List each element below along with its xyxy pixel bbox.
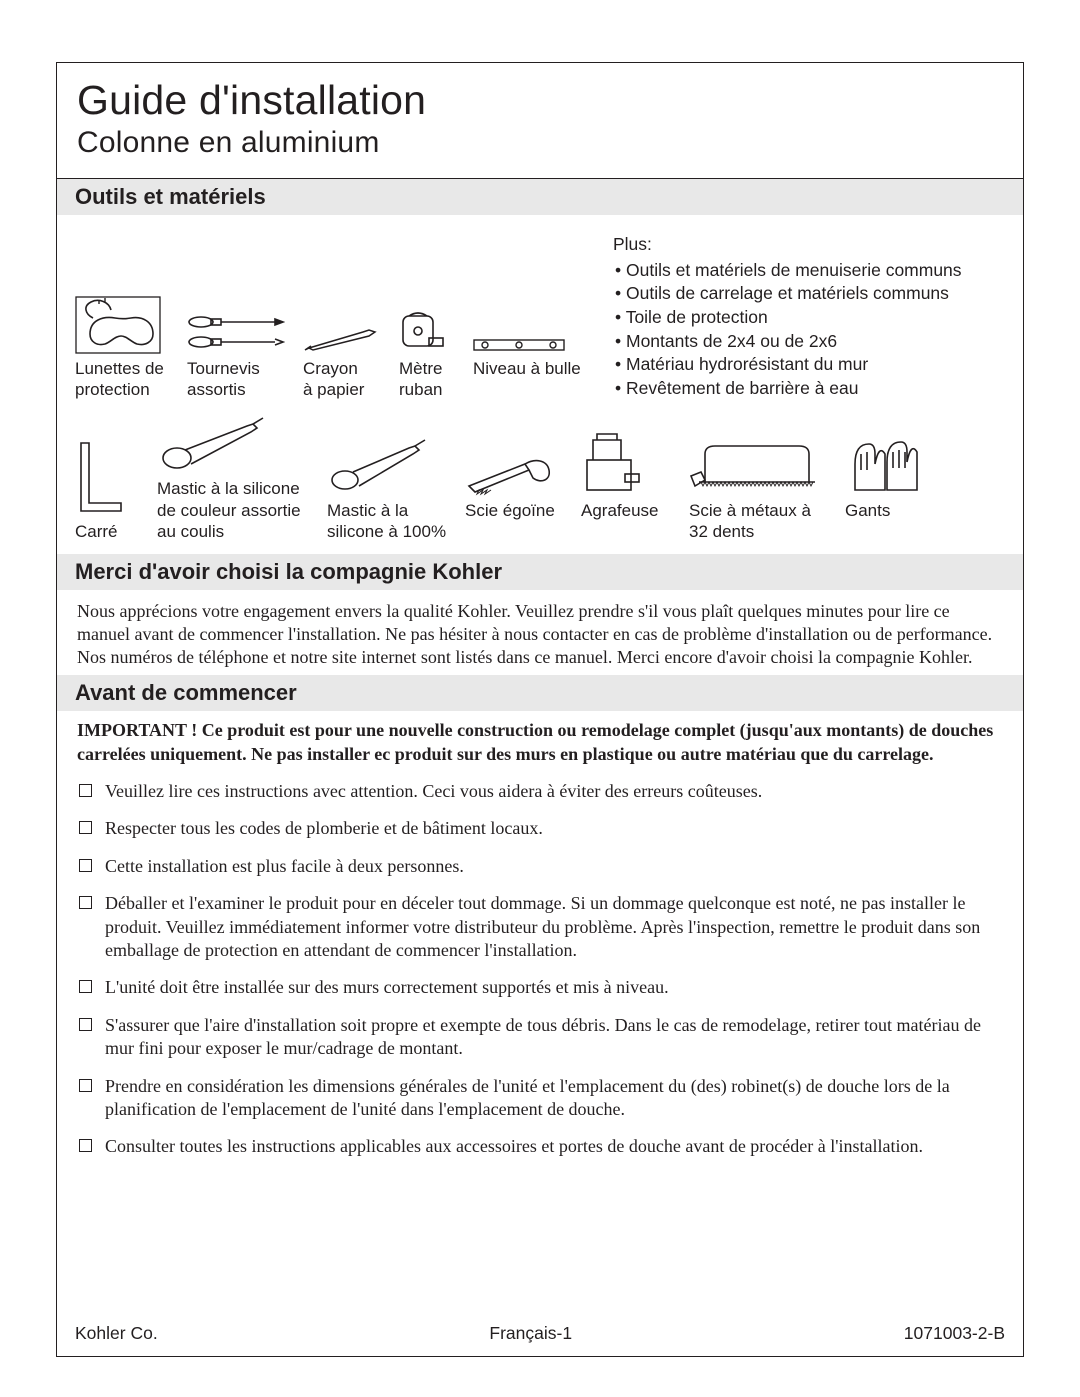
- level-icon: [473, 336, 565, 354]
- checklist-item: Respecter tous les codes de plomberie et…: [77, 817, 1003, 840]
- stapler-icon: [581, 430, 645, 496]
- plus-item: Revêtement de barrière à eau: [615, 377, 1005, 401]
- title-block: Guide d'installation Colonne en aluminiu…: [57, 63, 1023, 179]
- handsaw-icon: [465, 452, 555, 496]
- tool-gloves: Gants: [845, 434, 935, 543]
- label: à papier: [303, 380, 364, 399]
- section-before-header: Avant de commencer: [57, 675, 1023, 711]
- tool-goggles: Lunettes de protection: [75, 296, 175, 401]
- thanks-body: Nous apprécions votre engagement envers …: [57, 590, 1023, 675]
- plus-item: Outils de carrelage et matériels communs: [615, 282, 1005, 306]
- checklist-item: Déballer et l'examiner le produit pour e…: [77, 892, 1003, 962]
- label: Scie à métaux à: [689, 501, 811, 520]
- label: au coulis: [157, 522, 224, 541]
- tool-caulk-100: Mastic à la silicone à 100%: [327, 436, 453, 543]
- checklist-item: Prendre en considération les dimensions …: [77, 1075, 1003, 1122]
- tool-caulk-color: Mastic à la silicone de couleur assortie a…: [157, 414, 315, 542]
- tool-hacksaw: Scie à métaux à 32 dents: [689, 440, 833, 543]
- tool-level: Niveau à bulle: [473, 336, 593, 401]
- checklist-item: Consulter toutes les instructions applic…: [77, 1135, 1003, 1158]
- plus-item: Toile de protection: [615, 306, 1005, 330]
- checklist-item: Veuillez lire ces instructions avec atte…: [77, 780, 1003, 803]
- hacksaw-icon: [689, 440, 819, 496]
- caulk-icon: [327, 436, 427, 496]
- label: Niveau à bulle: [473, 359, 581, 378]
- label: Carré: [75, 522, 118, 541]
- plus-list: Plus: Outils et matériels de menuiserie …: [605, 233, 1005, 400]
- gloves-icon: [845, 434, 925, 496]
- title-sub: Colonne en aluminium: [77, 126, 1003, 160]
- plus-item: Matériau hydrorésistant du mur: [615, 353, 1005, 377]
- label: Scie égoïne: [465, 501, 555, 520]
- tool-tape: Mètre ruban: [399, 310, 461, 401]
- square-icon: [75, 439, 125, 517]
- label: Mastic à la silicone: [157, 479, 300, 498]
- checklist: Veuillez lire ces instructions avec atte…: [77, 780, 1003, 1159]
- important-note: IMPORTANT ! Ce produit est pour une nouv…: [77, 719, 1003, 766]
- plus-item: Montants de 2x4 ou de 2x6: [615, 330, 1005, 354]
- footer: Kohler Co. Français-1 1071003-2-B: [75, 1323, 1005, 1344]
- tool-stapler: Agrafeuse: [581, 430, 677, 543]
- tool-pencil: Crayon à papier: [303, 326, 387, 401]
- label: protection: [75, 380, 150, 399]
- before-block: IMPORTANT ! Ce produit est pour une nouv…: [57, 711, 1023, 1180]
- plus-title: Plus:: [613, 233, 1005, 257]
- label: ruban: [399, 380, 442, 399]
- label: Lunettes de: [75, 359, 164, 378]
- tool-screwdrivers: Tournevis assortis: [187, 310, 291, 401]
- footer-right: 1071003-2-B: [904, 1323, 1005, 1344]
- label: Crayon: [303, 359, 358, 378]
- section-thanks-header: Merci d'avoir choisi la compagnie Kohler: [57, 554, 1023, 590]
- label: assortis: [187, 380, 246, 399]
- label: Agrafeuse: [581, 501, 659, 520]
- footer-center: Français-1: [489, 1323, 572, 1344]
- label: Mastic à la: [327, 501, 408, 520]
- checklist-item: Cette installation est plus facile à deu…: [77, 855, 1003, 878]
- section-tools-header: Outils et matériels: [57, 179, 1023, 215]
- label: Tournevis: [187, 359, 260, 378]
- pencil-icon: [303, 326, 381, 354]
- tape-icon: [399, 310, 447, 354]
- title-main: Guide d'installation: [77, 77, 1003, 124]
- goggles-icon: [75, 296, 161, 354]
- tool-handsaw: Scie égoïne: [465, 452, 569, 543]
- tools-area: Lunettes de protection Tournevis assortis: [57, 215, 1023, 554]
- caulk-icon: [157, 414, 267, 474]
- footer-left: Kohler Co.: [75, 1323, 158, 1344]
- tool-square: Carré: [75, 439, 145, 542]
- checklist-item: S'assurer que l'aire d'installation soit…: [77, 1014, 1003, 1061]
- document-frame: Guide d'installation Colonne en aluminiu…: [56, 62, 1024, 1357]
- plus-item: Outils et matériels de menuiserie commun…: [615, 259, 1005, 283]
- label: Mètre: [399, 359, 442, 378]
- checklist-item: L'unité doit être installée sur des murs…: [77, 976, 1003, 999]
- label: 32 dents: [689, 522, 754, 541]
- label: de couleur assortie: [157, 501, 301, 520]
- label: Gants: [845, 501, 890, 520]
- label: silicone à 100%: [327, 522, 446, 541]
- screwdriver-icon: [187, 310, 285, 354]
